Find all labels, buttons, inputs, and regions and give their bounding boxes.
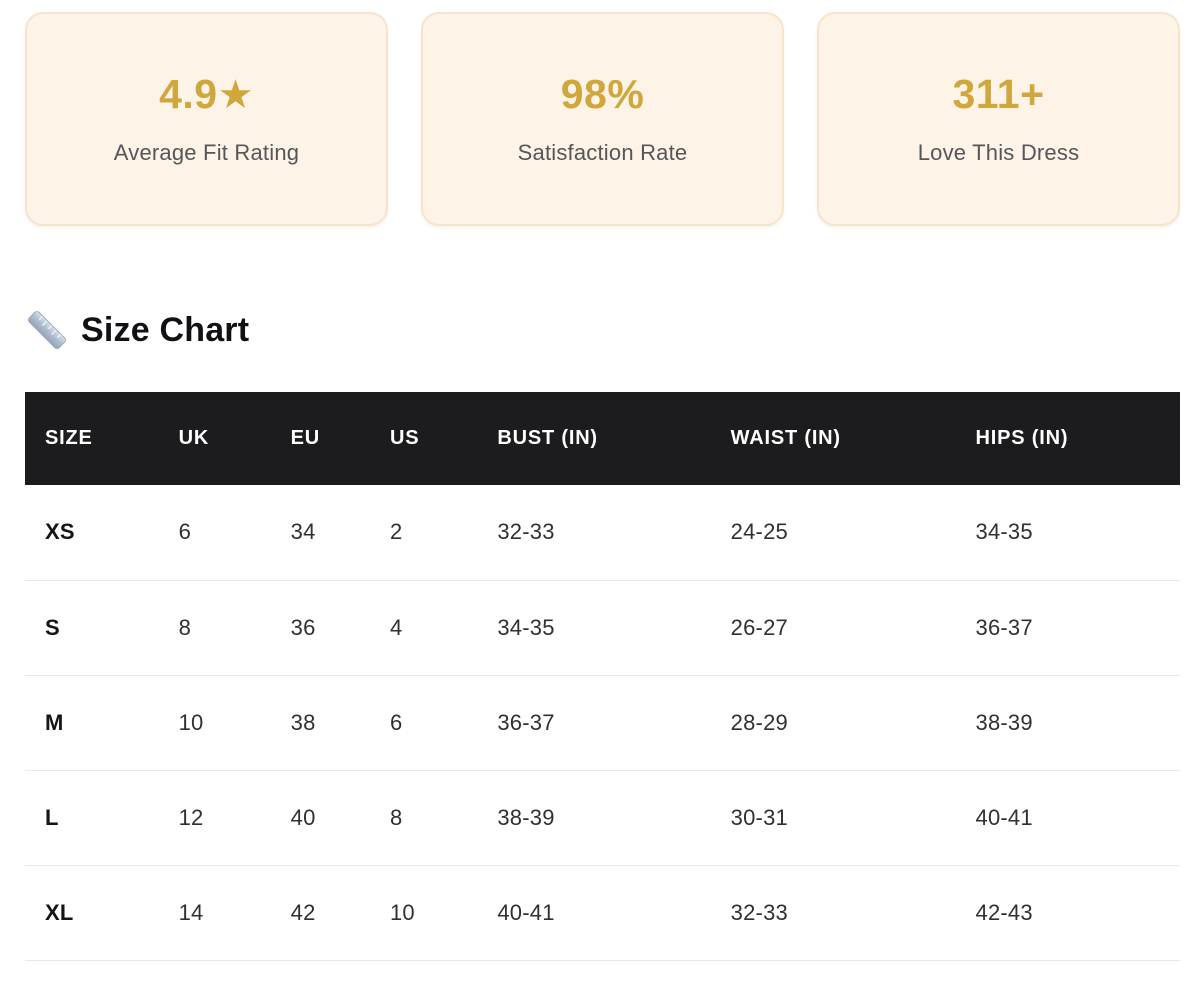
- size-chart-title: Size Chart: [81, 310, 250, 349]
- eu-cell: 40: [290, 770, 390, 866]
- uk-cell: 14: [178, 865, 291, 961]
- column-header-waist: WAIST (IN): [730, 392, 976, 485]
- waist-cell: 32-33: [730, 865, 976, 961]
- bust-cell: 38-39: [497, 770, 731, 866]
- star-icon: ★: [217, 73, 254, 118]
- size-chart-heading: Size Chart: [25, 308, 1180, 352]
- stat-card-satisfaction-rate: 98% Satisfaction Rate: [421, 12, 784, 226]
- ruler-icon: [25, 308, 69, 352]
- hips-cell: 38-39: [975, 675, 1180, 771]
- stat-value-love-count: 311+: [952, 71, 1045, 118]
- hips-cell: 42-43: [975, 865, 1180, 961]
- size-chart-table: SIZE UK EU US BUST (IN) WAIST (IN) HIPS …: [25, 392, 1180, 961]
- uk-cell: 6: [178, 485, 291, 581]
- stat-label-love-count: Love This Dress: [917, 139, 1080, 165]
- stat-label-satisfaction: Satisfaction Rate: [517, 139, 688, 165]
- stats-row: 4.9★ Average Fit Rating 98% Satisfaction…: [25, 12, 1180, 226]
- hips-cell: 34-35: [975, 485, 1180, 581]
- hips-cell: 36-37: [975, 580, 1180, 676]
- bust-cell: 36-37: [497, 675, 731, 771]
- us-cell: 6: [389, 675, 498, 771]
- size-cell: L: [25, 770, 179, 866]
- uk-cell: 10: [178, 675, 291, 771]
- us-cell: 2: [389, 485, 498, 581]
- rating-number: 4.9: [159, 71, 218, 118]
- us-cell: 10: [389, 865, 498, 961]
- waist-cell: 24-25: [730, 485, 976, 581]
- uk-cell: 8: [178, 580, 291, 676]
- size-cell: S: [25, 580, 179, 676]
- uk-cell: 12: [178, 770, 291, 866]
- table-row-s: S 8 36 4 34-35 26-27 36-37: [25, 580, 1180, 676]
- stat-value-satisfaction: 98%: [560, 71, 645, 118]
- us-cell: 4: [389, 580, 498, 676]
- column-header-hips: HIPS (IN): [975, 392, 1180, 485]
- size-cell: M: [25, 675, 179, 771]
- column-header-uk: UK: [178, 392, 291, 485]
- stat-card-love-this-dress: 311+ Love This Dress: [817, 12, 1180, 226]
- table-row-l: L 12 40 8 38-39 30-31 40-41: [25, 770, 1180, 866]
- stat-card-average-fit-rating: 4.9★ Average Fit Rating: [25, 12, 388, 226]
- us-cell: 8: [389, 770, 498, 866]
- waist-cell: 30-31: [730, 770, 976, 866]
- hips-cell: 40-41: [975, 770, 1180, 866]
- waist-cell: 28-29: [730, 675, 976, 771]
- stat-value-fit-rating: 4.9★: [159, 71, 254, 118]
- size-chart-header-row: SIZE UK EU US BUST (IN) WAIST (IN) HIPS …: [25, 392, 1180, 485]
- size-cell: XL: [25, 865, 179, 961]
- eu-cell: 38: [290, 675, 390, 771]
- column-header-us: US: [389, 392, 498, 485]
- eu-cell: 36: [290, 580, 390, 676]
- column-header-size: SIZE: [25, 392, 179, 485]
- bust-cell: 32-33: [497, 485, 731, 581]
- table-row-xl: XL 14 42 10 40-41 32-33 42-43: [25, 865, 1180, 961]
- eu-cell: 42: [290, 865, 390, 961]
- table-row-m: M 10 38 6 36-37 28-29 38-39: [25, 675, 1180, 771]
- waist-cell: 26-27: [730, 580, 976, 676]
- column-header-eu: EU: [290, 392, 390, 485]
- stat-label-fit-rating: Average Fit Rating: [113, 139, 300, 165]
- bust-cell: 34-35: [497, 580, 731, 676]
- size-cell: XS: [25, 485, 179, 581]
- bust-cell: 40-41: [497, 865, 731, 961]
- column-header-bust: BUST (IN): [497, 392, 731, 485]
- eu-cell: 34: [290, 485, 390, 581]
- table-row-xs: XS 6 34 2 32-33 24-25 34-35: [25, 485, 1180, 581]
